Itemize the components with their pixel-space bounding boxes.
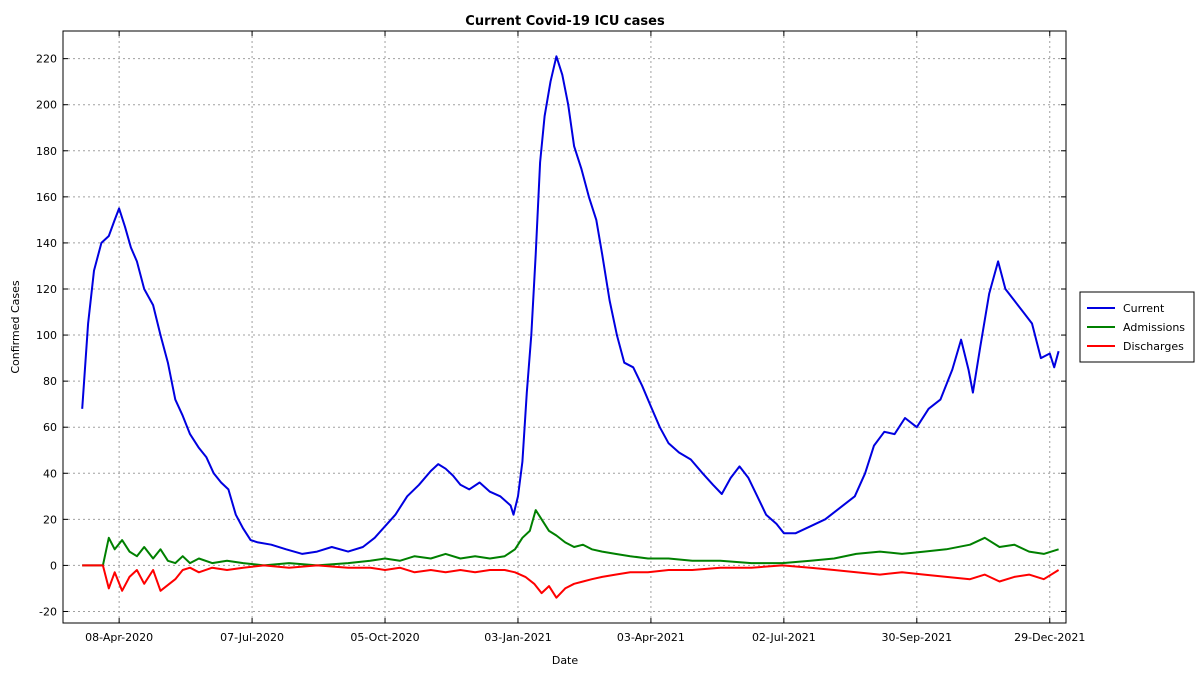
y-tick-label: 20 bbox=[43, 513, 57, 526]
y-tick-label: 160 bbox=[36, 191, 57, 204]
series-line-current bbox=[81, 55, 1060, 555]
x-tick-label: 02-Jul-2021 bbox=[752, 631, 816, 644]
x-tick-label: 30-Sep-2021 bbox=[881, 631, 952, 644]
legend-label-discharges: Discharges bbox=[1123, 340, 1184, 353]
plot-frame bbox=[62, 30, 1067, 624]
legend: Current Admissions Discharges bbox=[1079, 291, 1195, 363]
y-tick-label: 0 bbox=[50, 559, 57, 572]
grid bbox=[63, 31, 1066, 623]
x-axis-ticks: 08-Apr-2020 07-Jul-2020 05-Oct-2020 03-Jan-… bbox=[85, 31, 1085, 644]
x-tick-label: 08-Apr-2020 bbox=[85, 631, 153, 644]
series-line-admissions bbox=[82, 509, 1059, 567]
chart-title: Current Covid-19 ICU cases bbox=[465, 14, 665, 29]
y-tick-label: 220 bbox=[36, 53, 57, 66]
x-axis-label: Date bbox=[552, 654, 579, 667]
series-line-discharges bbox=[82, 564, 1060, 599]
x-tick-label: 29-Dec-2021 bbox=[1014, 631, 1085, 644]
x-tick-label: 07-Jul-2020 bbox=[220, 631, 284, 644]
x-tick-label: 03-Jan-2021 bbox=[484, 631, 552, 644]
y-tick-label: 200 bbox=[36, 99, 57, 112]
y-axis-ticks: -20 0 20 40 60 80 100 120 140 160 180 200 220 bbox=[36, 53, 1066, 618]
y-tick-label: 120 bbox=[36, 283, 57, 296]
y-tick-label: 140 bbox=[36, 237, 57, 250]
y-axis-label: Confirmed Cases bbox=[9, 280, 22, 374]
y-tick-label: 80 bbox=[43, 375, 57, 388]
y-tick-label: 100 bbox=[36, 329, 57, 342]
x-tick-label: 03-Apr-2021 bbox=[617, 631, 685, 644]
y-tick-label: 40 bbox=[43, 467, 57, 480]
legend-label-current: Current bbox=[1123, 302, 1165, 315]
y-tick-label: -20 bbox=[39, 605, 57, 618]
x-tick-label: 05-Oct-2020 bbox=[350, 631, 419, 644]
y-tick-label: 180 bbox=[36, 145, 57, 158]
legend-label-admissions: Admissions bbox=[1123, 321, 1185, 334]
series-lines bbox=[81, 55, 1060, 599]
y-tick-label: 60 bbox=[43, 421, 57, 434]
